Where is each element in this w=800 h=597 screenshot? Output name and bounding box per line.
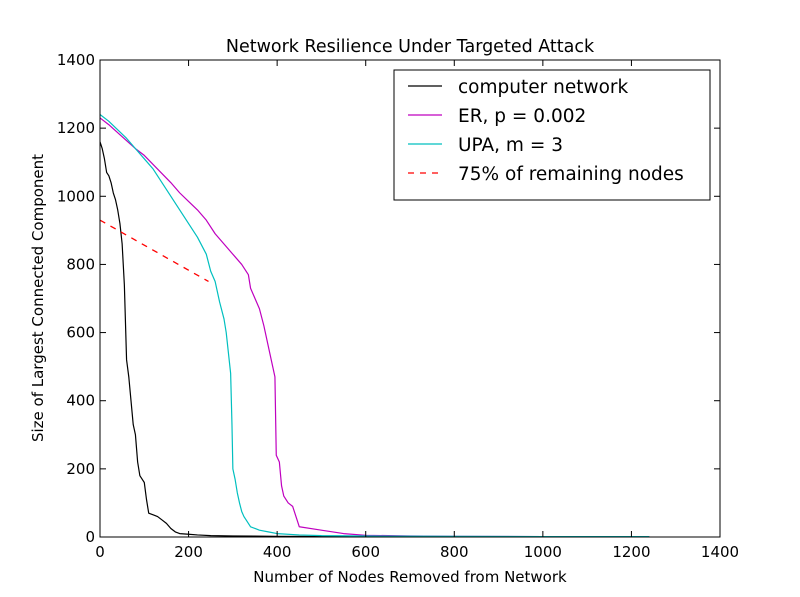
legend-label: UPA, m = 3 [458, 135, 563, 156]
series-line-3 [100, 114, 650, 537]
legend-label: computer network [458, 77, 629, 98]
x-tick-label: 0 [95, 543, 105, 561]
x-tick-label: 1400 [701, 543, 739, 561]
plot-frame [99, 59, 721, 538]
legend-box [393, 69, 711, 201]
legend: computer network ER, p = 0.002 UPA, m = 3 7… [393, 69, 711, 201]
y-tick-label: 1200 [57, 119, 95, 137]
series-line-1 [100, 141, 650, 537]
x-tick-label: 400 [263, 543, 292, 561]
legend-label: ER, p = 0.002 [458, 106, 586, 127]
y-tick-label: 1400 [57, 51, 95, 69]
series-line-4 [100, 219, 209, 283]
series-line-2 [100, 117, 650, 537]
y-tick-label: 200 [66, 460, 95, 478]
x-tick-label: 800 [440, 543, 469, 561]
axis-ticks: 0 200 400 600 800 1000 1200 1400 0 200 400 600 800 10… [57, 51, 739, 561]
chart-title: Network Resilience Under Targeted Attack [226, 37, 595, 57]
x-tick-label: 1200 [612, 543, 650, 561]
y-tick-label: 800 [66, 255, 95, 273]
y-tick-label: 1000 [57, 187, 95, 205]
y-tick-label: 0 [85, 528, 95, 546]
x-tick-label: 1000 [524, 543, 562, 561]
y-tick-label: 400 [66, 392, 95, 410]
x-tick-label: 600 [351, 543, 380, 561]
axes-frame [99, 59, 721, 538]
x-axis-title: Number of Nodes Removed from Network [253, 568, 567, 586]
y-tick-label: 600 [66, 324, 95, 342]
y-axis-title: Size of Largest Connected Component [29, 154, 47, 442]
x-tick-label: 200 [174, 543, 203, 561]
legend-label: 75% of remaining nodes [458, 164, 684, 185]
